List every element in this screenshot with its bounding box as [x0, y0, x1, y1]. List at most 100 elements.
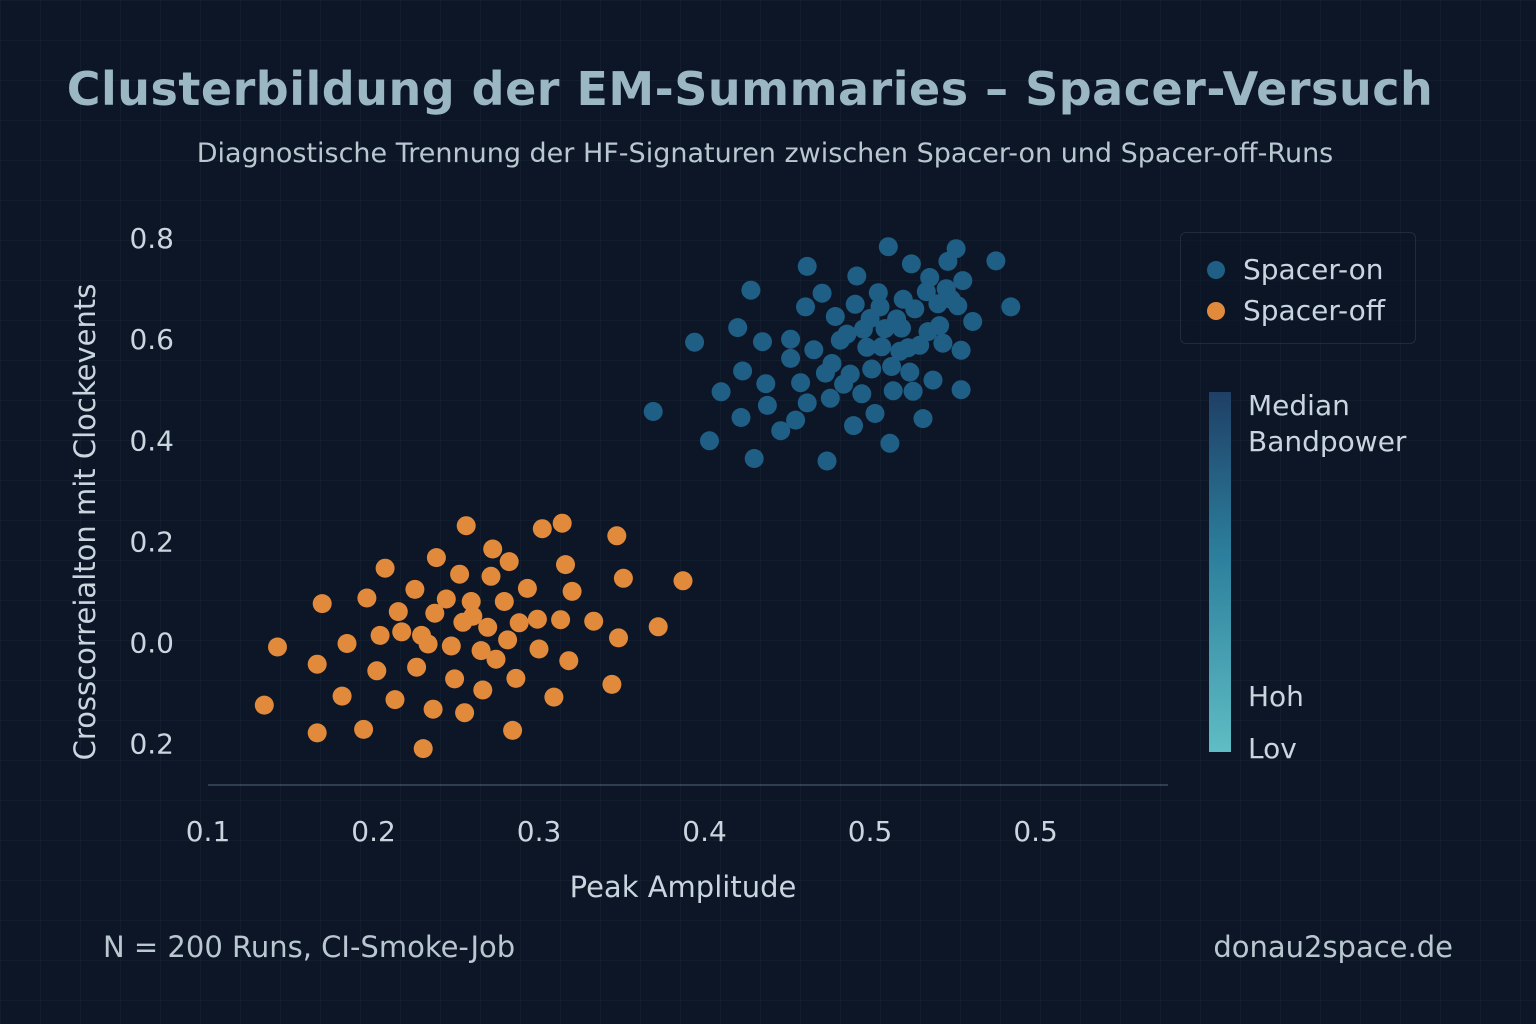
data-point-spacer-on [905, 299, 925, 319]
data-point-spacer-off [436, 589, 456, 609]
data-point-spacer-on [643, 402, 663, 421]
data-point-spacer-off [527, 609, 547, 629]
data-point-spacer-on [685, 332, 705, 352]
data-point-spacer-off [455, 703, 475, 723]
legend: Spacer-on Spacer-off [1180, 232, 1416, 344]
data-point-spacer-off [370, 625, 390, 645]
chart-subtitle: Diagnostische Trennung der HF-Signaturen… [196, 138, 1334, 169]
data-point-spacer-off [556, 555, 575, 575]
y-tick-label: 0.2 [129, 728, 174, 761]
data-point-spacer-off [254, 695, 274, 715]
x-axis-title: Peak Amplitude [570, 870, 797, 904]
legend-marker-spacer-off [1207, 301, 1225, 320]
data-point-spacer-off [392, 622, 412, 642]
data-point-spacer-on [920, 268, 940, 287]
data-point-spacer-on [870, 297, 890, 317]
data-point-spacer-on [804, 340, 824, 360]
data-point-spacer-on [844, 416, 863, 436]
data-point-spacer-off [463, 606, 483, 626]
data-point-spacer-on [796, 297, 815, 317]
data-point-spacer-on [731, 408, 751, 427]
data-point-spacer-on [951, 380, 971, 400]
data-point-spacer-on [933, 333, 953, 353]
data-point-spacer-on [744, 449, 764, 468]
data-point-spacer-off [481, 566, 501, 586]
data-point-spacer-on [837, 324, 857, 344]
data-point-spacer-off [367, 661, 387, 681]
legend-label-spacer-on: Spacer-on [1243, 253, 1384, 286]
data-point-spacer-on [840, 364, 860, 384]
data-point-spacer-on [910, 335, 930, 355]
data-point-spacer-off [450, 564, 470, 584]
data-point-spacer-on [753, 332, 772, 352]
data-point-spacer-on [872, 337, 892, 357]
series-spacer-on [643, 237, 1021, 471]
data-point-spacer-off [456, 516, 476, 536]
data-point-spacer-on [900, 362, 920, 382]
x-tick-label: 0.4 [682, 815, 727, 848]
data-point-spacer-off [385, 690, 405, 710]
data-point-spacer-on [946, 239, 966, 259]
data-point-spacer-off [499, 552, 519, 572]
legend-item-spacer-on: Spacer-on [1207, 253, 1384, 286]
y-axis-title: Crosscorreialton mit Clockevents [68, 284, 102, 761]
data-point-spacer-off [425, 603, 445, 623]
data-point-spacer-off [441, 636, 461, 656]
data-point-spacer-on [913, 409, 933, 429]
data-point-spacer-off [471, 641, 491, 661]
data-point-spacer-on [916, 282, 936, 302]
x-tick-label: 0.2 [351, 815, 396, 848]
data-point-spacer-on [903, 381, 923, 401]
data-point-spacer-off [483, 539, 503, 559]
data-point-spacer-off [268, 637, 287, 657]
data-point-spacer-off [307, 723, 327, 743]
chart-title: Clusterbildung der EM-Summaries – Spacer… [66, 62, 1434, 116]
colorbar-low-label: Lov [1248, 732, 1297, 765]
data-point-spacer-on [868, 283, 888, 303]
x-tick-labels: 0.1 0.2 0.3 0.4 0.5 0.5 [186, 815, 1058, 848]
data-point-spacer-on [852, 384, 872, 404]
y-tick-labels: 0.8 0.6 0.4 0.2 0.0 0.2 [129, 222, 174, 760]
data-point-spacer-on [845, 294, 865, 314]
data-point-spacer-on [825, 307, 845, 326]
data-point-spacer-off [473, 680, 493, 700]
x-tick-label: 0.5 [848, 815, 893, 848]
data-point-spacer-on [847, 266, 867, 286]
x-tick-label: 0.5 [1013, 815, 1058, 848]
data-point-spacer-on [951, 340, 971, 360]
colorbar [1209, 392, 1231, 752]
data-point-spacer-on [948, 296, 968, 316]
data-point-spacer-off [648, 617, 668, 637]
data-point-spacer-off [407, 657, 427, 677]
data-point-spacer-off [426, 548, 446, 568]
y-tick-label: 0.2 [129, 525, 174, 558]
data-point-spacer-off [503, 720, 523, 740]
y-tick-label: 0.4 [129, 424, 174, 457]
data-point-spacer-off [559, 651, 579, 671]
data-point-spacer-off [332, 686, 352, 706]
legend-label-spacer-off: Spacer-off [1243, 294, 1386, 327]
data-point-spacer-off [673, 571, 693, 591]
x-tick-label: 0.3 [517, 815, 562, 848]
data-point-spacer-off [544, 687, 564, 707]
data-point-spacer-on [862, 359, 882, 379]
y-tick-label: 0.0 [129, 626, 174, 659]
data-point-spacer-on [882, 357, 902, 376]
data-point-spacer-on [820, 388, 840, 408]
data-point-spacer-on [756, 374, 776, 394]
data-point-spacer-on [741, 280, 761, 300]
data-point-spacer-on [878, 237, 898, 257]
data-point-spacer-on [953, 271, 973, 291]
data-point-spacer-off [357, 588, 377, 608]
data-point-spacer-on [791, 373, 811, 393]
colorbar-title: Median Bandpower [1248, 389, 1407, 458]
data-point-spacer-off [418, 634, 438, 654]
data-point-spacer-on [781, 329, 801, 349]
data-point-spacer-on [963, 312, 983, 331]
data-point-spacer-off [532, 519, 552, 539]
data-point-spacer-off [607, 526, 627, 546]
data-point-spacer-off [307, 654, 327, 674]
data-point-spacer-off [506, 668, 526, 688]
data-point-spacer-on [880, 433, 900, 453]
data-point-spacer-off [552, 513, 572, 533]
